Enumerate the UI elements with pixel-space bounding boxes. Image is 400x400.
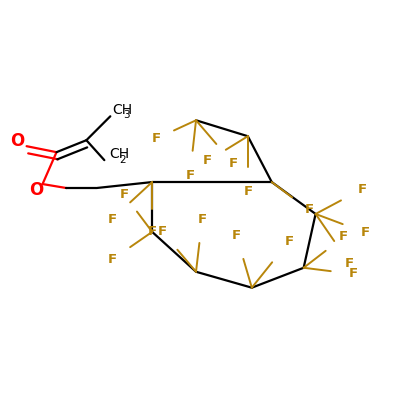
Text: F: F: [228, 157, 238, 170]
Text: F: F: [360, 226, 370, 239]
Text: O: O: [10, 132, 24, 150]
Text: F: F: [108, 213, 116, 226]
Text: F: F: [120, 188, 129, 201]
Text: 3: 3: [123, 110, 129, 120]
Text: O: O: [30, 182, 44, 200]
Text: F: F: [304, 203, 313, 216]
Text: F: F: [151, 132, 160, 145]
Text: F: F: [203, 154, 212, 168]
Text: F: F: [185, 169, 194, 182]
Text: F: F: [284, 235, 294, 248]
Text: F: F: [108, 253, 116, 266]
Text: CH: CH: [112, 103, 132, 117]
Text: F: F: [158, 225, 166, 238]
Text: F: F: [339, 230, 348, 243]
Text: F: F: [148, 225, 157, 238]
Text: F: F: [348, 268, 358, 280]
Text: 2: 2: [120, 155, 126, 165]
Text: F: F: [232, 229, 241, 242]
Text: F: F: [357, 183, 366, 196]
Text: F: F: [345, 257, 354, 270]
Text: F: F: [243, 185, 252, 198]
Text: CH: CH: [109, 147, 129, 161]
Text: F: F: [198, 213, 207, 226]
